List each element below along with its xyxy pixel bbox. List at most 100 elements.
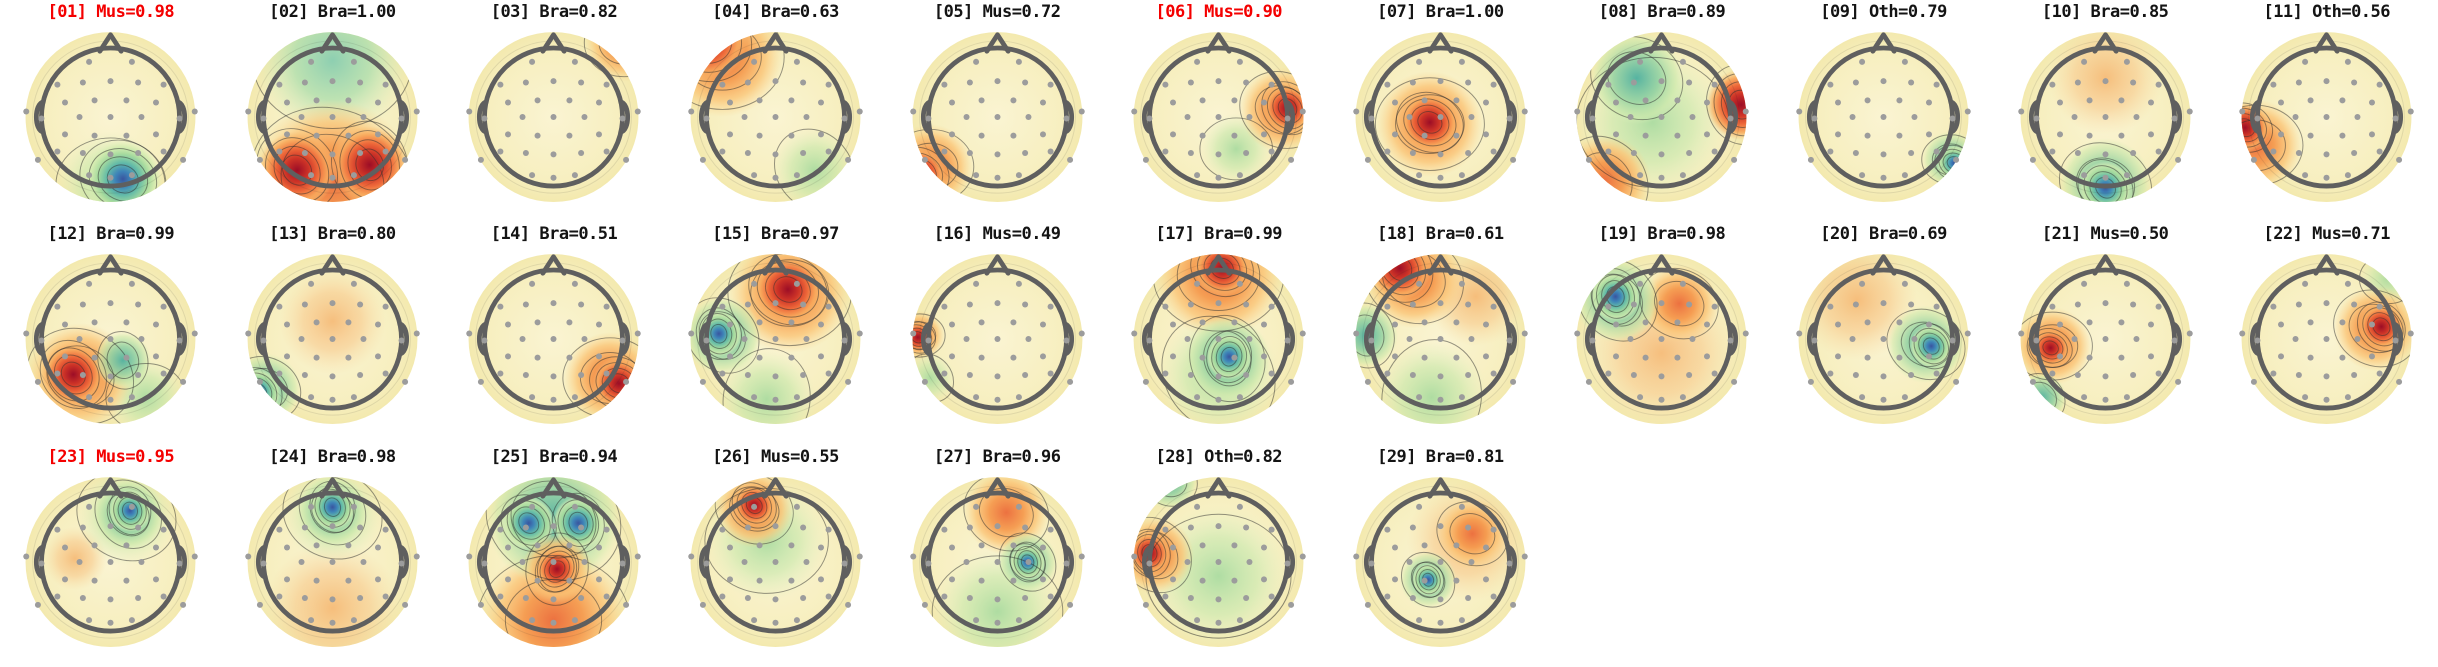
right-ear-icon	[1062, 99, 1074, 135]
electrode-dots	[2239, 281, 2414, 404]
topomap-plot	[1353, 32, 1528, 202]
left-ear-icon	[920, 99, 933, 135]
component-cell: [13] Bra=0.80	[222, 222, 444, 444]
component-cell: [01] Mus=0.98	[0, 0, 222, 222]
nose-icon	[984, 32, 1011, 54]
nose-icon	[319, 32, 346, 54]
nose-icon	[2092, 32, 2119, 54]
left-ear-icon	[34, 544, 46, 580]
left-ear-icon	[1142, 544, 1154, 580]
nose-icon	[1427, 254, 1454, 276]
right-ear-icon	[397, 99, 409, 135]
electrode-dots	[1353, 503, 1528, 626]
left-ear-icon	[477, 544, 490, 580]
topomap-plot	[1574, 254, 1750, 425]
electrode-dots	[466, 58, 642, 181]
electrode-dots	[688, 281, 863, 404]
nose-icon	[762, 254, 789, 276]
nose-icon	[97, 476, 124, 499]
left-ear-icon	[255, 99, 268, 135]
topomap-plot	[23, 32, 199, 202]
nose-icon	[2313, 32, 2340, 54]
right-ear-icon	[175, 321, 188, 357]
right-ear-icon	[1948, 321, 1961, 357]
electrode-dots	[466, 281, 642, 404]
electrode-dots	[245, 281, 420, 404]
left-ear-icon	[2028, 321, 2041, 357]
component-title: [17] Bra=0.99	[1155, 224, 1283, 245]
nose-icon	[319, 476, 346, 499]
topomap-plot	[909, 254, 1085, 425]
electrode-dots	[688, 58, 863, 181]
left-ear-icon	[2250, 99, 2262, 135]
electrode-dots	[2017, 281, 2193, 404]
electrode-dots	[1796, 58, 1971, 181]
component-cell: [22] Mus=0.71	[2216, 222, 2438, 444]
electrode-dots	[23, 503, 199, 626]
component-cell: [05] Mus=0.72	[886, 0, 1108, 222]
topomap-plot	[2239, 32, 2414, 202]
component-title: [10] Bra=0.85	[2041, 2, 2169, 22]
left-ear-icon	[34, 321, 46, 357]
topomap-plot	[909, 32, 1085, 202]
component-title: [01] Mus=0.98	[47, 2, 175, 22]
left-ear-icon	[1142, 321, 1154, 357]
topomap-plot	[2017, 32, 2193, 202]
electrode-dots	[909, 503, 1085, 626]
left-ear-icon	[1363, 544, 1376, 580]
electrode-dots	[909, 281, 1085, 404]
left-ear-icon	[1585, 321, 1598, 357]
topomap-plot	[23, 254, 199, 425]
left-ear-icon	[920, 321, 933, 357]
component-title: [21] Mus=0.50	[2041, 224, 2169, 245]
topomap-contours	[1361, 40, 1519, 194]
topomap-plot	[2239, 254, 2414, 425]
component-cell: [06] Mus=0.90	[1108, 0, 1330, 222]
left-ear-icon	[1807, 321, 1819, 357]
right-ear-icon	[2391, 99, 2404, 135]
left-ear-icon	[477, 99, 490, 135]
component-cell: [23] Mus=0.95	[0, 445, 222, 667]
nose-icon	[984, 476, 1011, 499]
right-ear-icon	[1283, 544, 1296, 580]
left-ear-icon	[1142, 99, 1154, 135]
component-title: [11] Oth=0.56	[2263, 2, 2391, 22]
component-title: [04] Bra=0.63	[712, 2, 839, 22]
electrode-dots	[1574, 58, 1750, 181]
component-cell: [09] Oth=0.79	[1773, 0, 1995, 222]
topomap-plot	[2017, 254, 2193, 425]
topomap-plot	[1131, 32, 1307, 202]
component-title: [19] Bra=0.98	[1598, 224, 1726, 245]
component-title: [25] Bra=0.94	[490, 446, 618, 467]
left-ear-icon	[2250, 321, 2262, 357]
electrode-dots	[2017, 58, 2193, 181]
topomap-plot	[1131, 476, 1307, 647]
right-ear-icon	[1062, 321, 1074, 357]
nose-icon	[1427, 32, 1454, 54]
left-ear-icon	[255, 544, 268, 580]
left-ear-icon	[2028, 99, 2041, 135]
nose-icon	[540, 254, 567, 276]
electrode-dots	[688, 503, 863, 626]
topomap-plot	[1796, 32, 1971, 202]
component-title: [22] Mus=0.71	[2263, 224, 2391, 245]
right-ear-icon	[840, 99, 853, 135]
component-cell: [04] Bra=0.63	[665, 0, 887, 222]
component-cell: [21] Mus=0.50	[1994, 222, 2216, 444]
topomap-contours	[27, 262, 190, 425]
component-title: [20] Bra=0.69	[1820, 224, 1947, 245]
right-ear-icon	[1283, 321, 1296, 357]
component-title: [03] Bra=0.82	[490, 2, 618, 22]
component-title: [24] Bra=0.98	[269, 446, 396, 467]
left-ear-icon	[255, 321, 268, 357]
component-cell: [11] Oth=0.56	[2216, 0, 2438, 222]
right-ear-icon	[1726, 99, 1739, 135]
component-cell: [10] Bra=0.85	[1994, 0, 2216, 222]
right-ear-icon	[2170, 321, 2182, 357]
right-ear-icon	[2170, 99, 2182, 135]
component-cell: [28] Oth=0.82	[1108, 445, 1330, 667]
right-ear-icon	[618, 99, 631, 135]
topomap-plot	[1574, 32, 1750, 202]
left-ear-icon	[1807, 99, 1819, 135]
right-ear-icon	[1726, 321, 1739, 357]
